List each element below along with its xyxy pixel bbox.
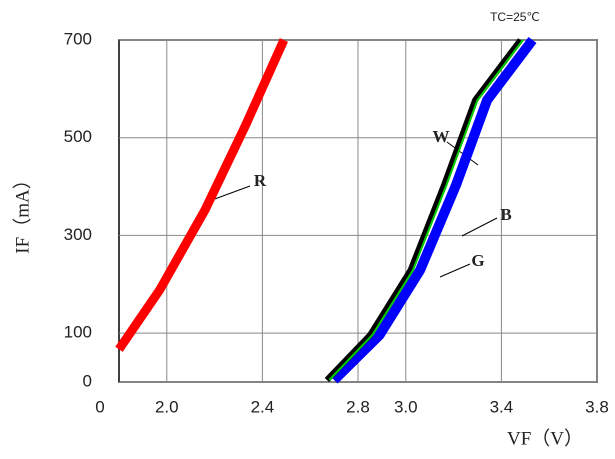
leader-line — [439, 263, 471, 278]
x-tick-label: 3.4 — [490, 397, 514, 416]
origin-label: 0 — [95, 397, 104, 416]
x-tick-label: 2.0 — [155, 397, 179, 416]
y-tick-label: 700 — [64, 29, 92, 48]
series-line — [328, 39, 524, 381]
series-label: G — [471, 251, 484, 270]
y-tick-label: 500 — [64, 127, 92, 146]
x-tick-label: 3.0 — [394, 397, 418, 416]
x-tick-label: 2.4 — [251, 397, 275, 416]
grid — [119, 39, 598, 383]
y-axis-title: IF（mA） — [11, 170, 33, 253]
series-line — [115, 38, 289, 352]
leader-line — [211, 185, 251, 201]
leader-line — [461, 217, 498, 237]
annotation: TC=25℃ — [490, 10, 540, 24]
series-line — [330, 36, 537, 384]
x-tick-label: 2.8 — [346, 397, 370, 416]
y-tick-label: 0 — [83, 371, 92, 390]
series-label: W — [433, 127, 450, 146]
x-axis-title: VF（V） — [507, 427, 583, 449]
y-tick-label: 100 — [64, 323, 92, 342]
series-label: R — [254, 171, 267, 190]
y-tick-label: 300 — [64, 225, 92, 244]
series-line — [324, 38, 523, 383]
series-label: B — [500, 205, 511, 224]
x-tick-label: 3.8 — [585, 397, 609, 416]
